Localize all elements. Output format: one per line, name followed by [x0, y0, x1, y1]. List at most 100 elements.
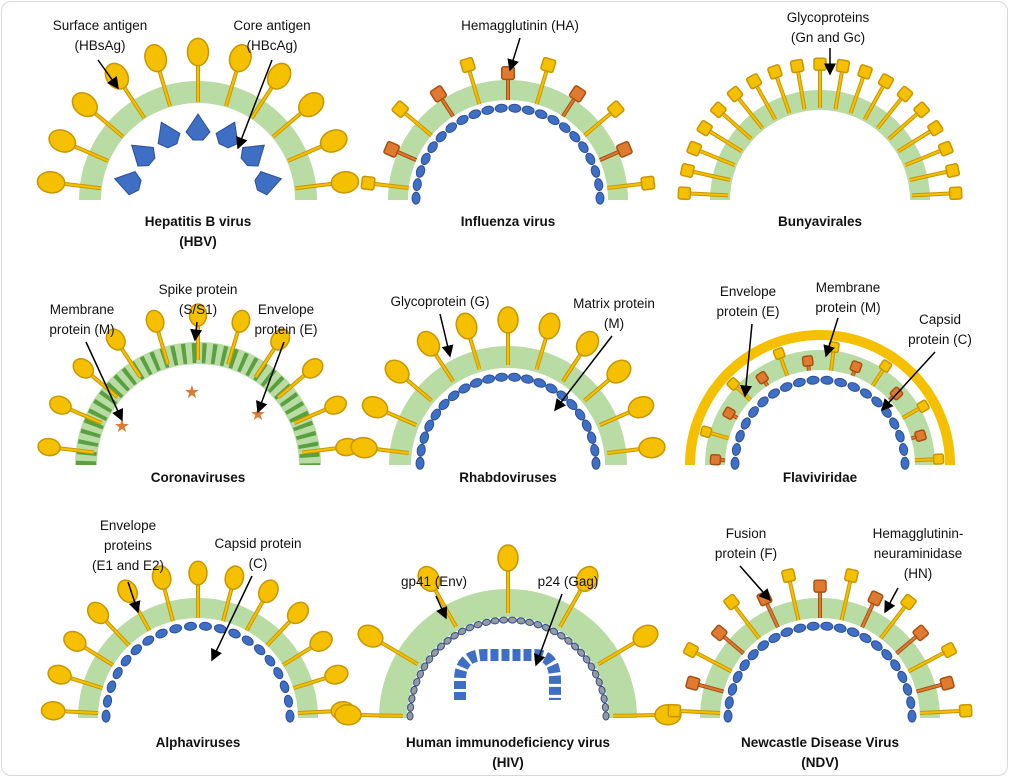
label-hemagglutinin: Hemagglutinin (HA): [461, 18, 579, 33]
core-antigen: [240, 144, 266, 167]
spike-stalk: [849, 72, 866, 114]
spike-head: [350, 436, 378, 459]
pointer-arrow: [880, 351, 936, 412]
capsid-bead: [481, 105, 495, 115]
spike-head: [231, 309, 251, 333]
spike-stalk: [685, 192, 729, 197]
spike-stalk: [675, 709, 721, 715]
pointer-arrow: [533, 593, 563, 667]
capsid-bead: [731, 443, 742, 456]
spike-head: [224, 565, 245, 590]
label-glycoprotein-g: Glycoprotein (G): [390, 294, 490, 309]
matrix-bead: [425, 655, 434, 664]
matrix-bead: [410, 685, 418, 695]
capsid-bead: [494, 103, 508, 113]
spike-stalk: [796, 66, 806, 110]
matrix-bead: [436, 642, 446, 651]
capsid-bead: [846, 627, 860, 638]
pointer-arrow: [236, 59, 273, 150]
capsid-bead: [578, 141, 589, 154]
capsid-bead: [456, 114, 469, 126]
matrix-bead: [450, 631, 459, 640]
matrix-bead: [420, 662, 429, 671]
capsid-bead: [595, 191, 605, 205]
capsid-bead: [900, 456, 910, 470]
spike-head: [772, 347, 786, 361]
matrix-bead: [574, 408, 586, 421]
spike-head: [568, 85, 587, 103]
spike-head: [767, 64, 783, 80]
label-spike-protein: Spike protein (S/S1): [158, 282, 238, 317]
spike-head: [679, 163, 695, 178]
spike-head: [429, 85, 448, 103]
capsid-bead: [253, 644, 266, 656]
pointer-arrow: [256, 341, 285, 414]
spike-head: [710, 101, 727, 119]
envelope-protein-layer: [685, 330, 955, 466]
spike-head: [105, 328, 126, 351]
spike-stalk: [774, 72, 791, 114]
capsid-bead: [724, 696, 734, 710]
spike-head: [877, 73, 895, 90]
capsid-bead: [727, 683, 738, 696]
matrix-bead: [586, 431, 597, 445]
label-capsid-protein-alpha: Capsid protein (C): [214, 536, 302, 571]
core-antigen: [254, 170, 283, 196]
matrix-bead: [465, 624, 475, 632]
spike-stalk: [911, 192, 955, 197]
core-antigen: [130, 144, 156, 167]
spike-head: [789, 58, 805, 74]
spike-stalk: [704, 127, 743, 153]
pointer-arrow: [97, 59, 119, 90]
spike-head: [843, 568, 859, 584]
label-envelope-protein-flavi: Envelope protein (E): [716, 284, 780, 319]
capsid-bead: [898, 443, 909, 456]
capsid-bead: [534, 109, 548, 120]
matrix-bead: [408, 694, 416, 704]
capsid-bead: [820, 375, 834, 385]
spike-head: [916, 399, 930, 413]
capsid-bead: [793, 623, 807, 633]
capsid-bead: [273, 667, 284, 680]
capsid-bead: [184, 621, 197, 631]
capsid-bead: [169, 624, 183, 634]
spike-head: [912, 624, 930, 642]
capsid-bead: [870, 640, 883, 651]
spike-head: [640, 175, 656, 191]
label-core-antigen: Core antigen (HBcAg): [233, 18, 311, 53]
spike-stalk: [400, 109, 433, 137]
capsid-bead: [747, 649, 759, 661]
matrix-bead: [564, 636, 573, 645]
label-membrane-protein-flavi: Membrane protein (M): [815, 280, 881, 315]
capsid-bead: [748, 406, 759, 418]
matrix-bead: [457, 627, 467, 636]
spike-head: [857, 64, 873, 80]
spike-head: [722, 406, 736, 420]
spike-head: [939, 675, 955, 691]
spike-stalk: [876, 94, 906, 129]
p24-capsid: [454, 649, 561, 700]
label-fusion-protein: Fusion protein (F): [714, 526, 778, 561]
spike-head: [48, 129, 77, 153]
spike-head: [914, 429, 927, 443]
capsid-bead: [859, 388, 872, 399]
matrix-bead: [447, 390, 460, 402]
spike-head: [40, 700, 66, 721]
capsid-bead: [740, 417, 751, 430]
spike-head: [606, 359, 632, 384]
spike-stalk: [888, 109, 922, 140]
spike-stalk: [908, 649, 949, 673]
spike-stalk: [734, 94, 764, 129]
capsid-bead: [768, 632, 781, 644]
spike-head: [686, 140, 703, 157]
spike-head: [682, 641, 700, 659]
matrix-bead: [482, 618, 491, 626]
spike-head: [497, 306, 519, 334]
spike-head: [632, 624, 659, 648]
capsid-bead: [106, 680, 117, 694]
pointer-arrow: [740, 323, 753, 398]
capsid-bead: [735, 429, 745, 443]
spike-head: [896, 85, 914, 103]
capsid-bead: [415, 165, 426, 178]
spike-head: [144, 44, 168, 73]
